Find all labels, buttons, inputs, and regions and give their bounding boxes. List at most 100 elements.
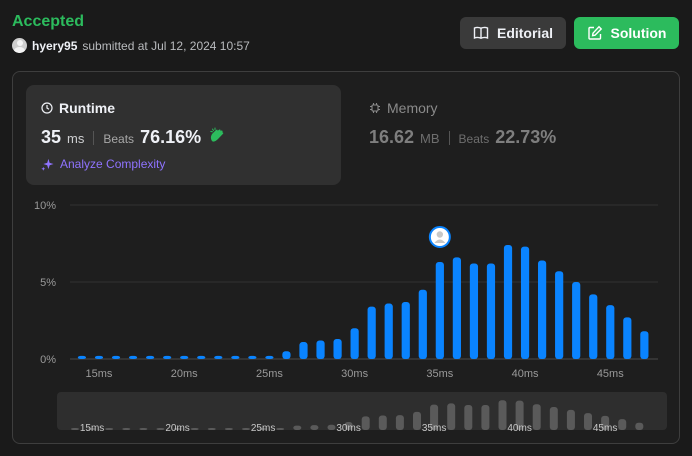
overview-bar: [515, 400, 524, 430]
chart-bar[interactable]: [197, 355, 206, 359]
overview-bar: [532, 404, 541, 430]
overview-bar: [413, 411, 421, 430]
chart-bar[interactable]: [94, 355, 104, 359]
chart-bar[interactable]: [316, 340, 325, 359]
overview-bar: [395, 415, 404, 430]
overview-bar: [447, 403, 456, 430]
chart-bar[interactable]: [452, 257, 461, 359]
memory-unit: MB: [420, 131, 440, 146]
submission-info: hyery95 submitted at Jul 12, 2024 10:57: [12, 38, 250, 53]
overview-bar: [344, 421, 353, 430]
memory-beats-value: 22.73%: [495, 127, 557, 147]
runtime-unit: ms: [67, 131, 85, 146]
runtime-card[interactable]: Runtime 35 ms Beats 76.16% Analyze Compl…: [26, 85, 341, 185]
memory-chip-icon: [370, 103, 380, 113]
chart-bar[interactable]: [231, 355, 240, 359]
overview-bar: [156, 427, 165, 430]
x-tick-label: 25ms: [256, 368, 283, 380]
overview-tick-label: 45ms: [593, 423, 617, 434]
chart-bar[interactable]: [538, 260, 547, 359]
y-tick-label: 5%: [40, 277, 56, 289]
chart-bar[interactable]: [589, 294, 598, 359]
overview-bar: [464, 405, 473, 430]
runtime-beats-label: Beats: [103, 132, 135, 146]
overview-bar: [88, 427, 97, 430]
chart-bar[interactable]: [503, 245, 513, 359]
chart-bar[interactable]: [350, 328, 359, 359]
chart-bar[interactable]: [111, 355, 121, 359]
runtime-metric: 35 ms Beats 76.16%: [41, 127, 225, 148]
chart-bar[interactable]: [77, 355, 87, 359]
chart-bar[interactable]: [282, 351, 291, 359]
chart-bar[interactable]: [214, 355, 223, 359]
overview-bar: [566, 409, 575, 430]
memory-beats-label: Beats: [458, 132, 490, 146]
chart-bar[interactable]: [265, 355, 274, 359]
x-tick-label: 40ms: [512, 368, 539, 380]
chart-bar[interactable]: [401, 302, 410, 359]
y-tick-label: 0%: [40, 354, 56, 366]
book-icon: [473, 26, 489, 40]
editorial-label: Editorial: [496, 25, 553, 41]
overview-bar: [276, 427, 285, 430]
chart-bar[interactable]: [367, 306, 376, 359]
overview-bar: [241, 427, 250, 430]
chart-bar[interactable]: [384, 303, 393, 359]
analyze-complexity-link[interactable]: Analyze Complexity: [41, 157, 165, 171]
overview-bar: [584, 413, 593, 430]
chart-bar[interactable]: [486, 263, 496, 359]
overview-tick-label: 15ms: [80, 423, 104, 434]
overview-tick-label: 25ms: [251, 423, 275, 434]
chart-bar[interactable]: [248, 355, 257, 359]
chart-bar[interactable]: [333, 338, 342, 359]
chart-bar[interactable]: [299, 342, 308, 359]
x-tick-label: 30ms: [341, 368, 368, 380]
memory-title[interactable]: Memory: [369, 100, 438, 116]
overview-bar: [378, 415, 387, 430]
result-panel: Runtime 35 ms Beats 76.16% Analyze Compl…: [12, 71, 680, 444]
x-tick-label: 15ms: [86, 368, 113, 380]
overview-bar: [259, 427, 268, 430]
chart-bar[interactable]: [128, 355, 138, 359]
overview-navigator[interactable]: [57, 392, 667, 430]
chart-bar[interactable]: [435, 261, 444, 359]
editorial-button[interactable]: Editorial: [460, 17, 566, 49]
sparkle-icon: [41, 158, 54, 171]
overview-bar: [327, 424, 336, 430]
submission-marker-avatar-head: [436, 231, 444, 238]
memory-value: 16.62: [369, 127, 415, 147]
x-tick-label: 35ms: [426, 368, 453, 380]
metric-divider: [448, 130, 450, 145]
overview-bar: [361, 416, 370, 430]
chart-bar[interactable]: [606, 305, 615, 359]
overview-bar: [122, 427, 131, 430]
runtime-value: 35: [41, 127, 62, 147]
overview-bar: [635, 422, 644, 430]
overview-bar: [173, 427, 182, 430]
chart-bar[interactable]: [520, 246, 530, 359]
overview-bar: [105, 427, 114, 430]
solution-label: Solution: [610, 25, 667, 41]
overview-tick-label: 30ms: [336, 423, 360, 434]
overview-bar: [498, 400, 507, 430]
chart-bar[interactable]: [572, 282, 581, 359]
overview-tick-label: 20ms: [165, 423, 189, 434]
clock-icon: [41, 102, 53, 114]
chart-bar[interactable]: [469, 263, 479, 359]
edit-icon: [587, 25, 602, 40]
chart-bar[interactable]: [623, 317, 632, 359]
memory-title-text: Memory: [387, 100, 438, 116]
clap-icon: [209, 127, 225, 143]
submission-marker-avatar-body: [434, 239, 446, 243]
overview-bar: [481, 405, 490, 430]
avatar[interactable]: [12, 38, 27, 53]
chart-bar[interactable]: [146, 355, 155, 359]
solution-button[interactable]: Solution: [574, 17, 679, 49]
overview-tick-label: 40ms: [507, 423, 531, 434]
chart-bar[interactable]: [555, 271, 564, 359]
username[interactable]: hyery95: [32, 38, 78, 53]
chart-bar[interactable]: [418, 289, 427, 359]
chart-bar[interactable]: [163, 355, 172, 359]
chart-bar[interactable]: [640, 331, 649, 359]
chart-bar[interactable]: [180, 355, 189, 359]
